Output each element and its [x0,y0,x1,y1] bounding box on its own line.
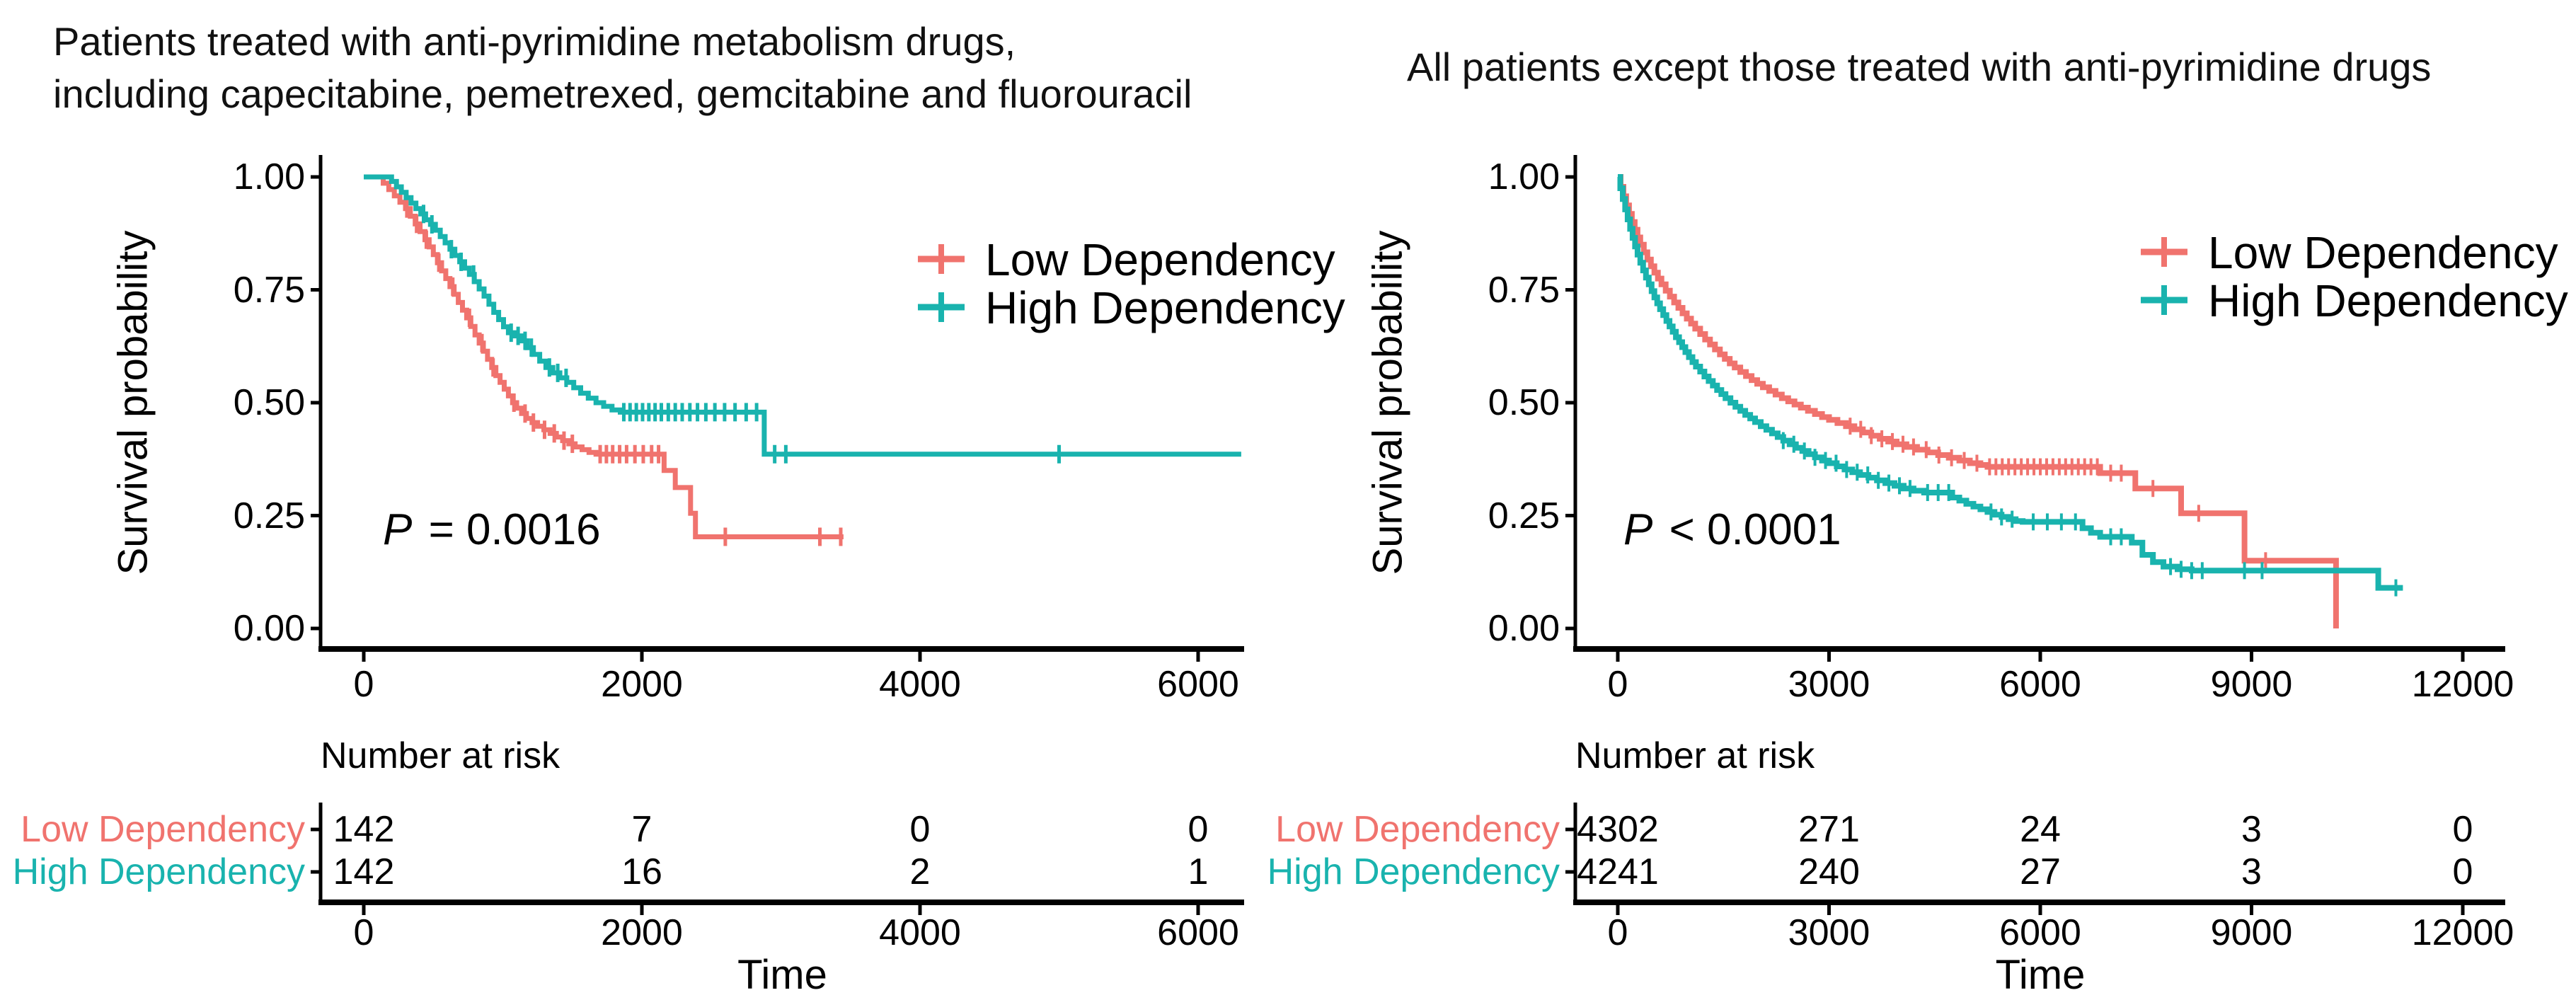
x-tick-label: 4000 [879,664,961,705]
risk-count: 3 [2241,851,2262,892]
risk-x-tick-label: 4000 [879,912,961,953]
legend-label-low-dependency: Low Dependency [985,234,1335,285]
risk-x-tick-label: 0 [1607,912,1628,953]
risk-count: 16 [621,851,662,892]
risk-row-label-high-dependency: High Dependency [12,851,305,892]
risk-count: 4302 [1577,809,1659,850]
risk-count: 24 [2020,809,2061,850]
x-axis-title: Time [1995,952,2086,998]
risk-count: 7 [631,809,652,850]
y-tick-label: 0.75 [1488,269,1560,311]
risk-row-label-low-dependency: Low Dependency [1275,809,1560,850]
risk-table-title: Number at risk [321,735,560,776]
x-axis-title: Time [737,952,827,998]
x-tick-label: 0 [1607,664,1628,705]
x-tick-label: 2000 [601,664,683,705]
risk-count: 142 [333,851,395,892]
risk-count: 0 [2452,851,2473,892]
panel-title-line: Patients treated with anti-pyrimidine me… [53,19,1016,64]
risk-row-label-high-dependency: High Dependency [1267,851,1560,892]
p-value-symbol: P [1623,505,1653,554]
risk-x-tick-label: 9000 [2210,912,2293,953]
risk-table-title: Number at risk [1575,735,1815,776]
y-axis-title: Survival probability [1364,230,1411,575]
p-value-text: P < 0.0001 [1623,505,1841,554]
y-axis-title: Survival probability [110,230,156,575]
risk-x-tick-label: 6000 [1999,912,2081,953]
y-tick-label: 1.00 [233,156,305,197]
p-value-symbol: P [383,505,413,554]
risk-count: 2 [909,851,931,892]
y-tick-label: 0.50 [1488,382,1560,423]
risk-row-label-low-dependency: Low Dependency [21,809,305,850]
risk-x-tick-label: 3000 [1788,912,1870,953]
legend-label-high-dependency: High Dependency [985,282,1345,333]
risk-x-tick-label: 6000 [1157,912,1239,953]
risk-x-tick-label: 2000 [601,912,683,953]
risk-count: 271 [1798,809,1860,850]
x-tick-label: 6000 [1157,664,1239,705]
panel-title-line: including capecitabine, pemetrexed, gemc… [53,71,1192,116]
risk-count: 0 [2452,809,2473,850]
risk-count: 4241 [1577,851,1659,892]
x-tick-label: 9000 [2210,664,2293,705]
risk-count: 0 [909,809,931,850]
legend-label-high-dependency: High Dependency [2208,275,2568,326]
risk-x-tick-label: 0 [353,912,374,953]
y-tick-label: 0.25 [233,495,305,536]
y-tick-label: 0.25 [1488,495,1560,536]
legend-label-low-dependency: Low Dependency [2208,227,2558,278]
x-tick-label: 6000 [1999,664,2081,705]
risk-count: 3 [2241,809,2262,850]
risk-count: 240 [1798,851,1860,892]
risk-count: 1 [1188,851,1209,892]
y-tick-label: 0.00 [1488,608,1560,649]
y-tick-label: 0.75 [233,269,305,311]
y-tick-label: 0.00 [233,608,305,649]
x-tick-label: 0 [353,664,374,705]
p-value-text: P = 0.0016 [383,505,601,554]
panel-title-line: All patients except those treated with a… [1407,45,2432,89]
risk-count: 0 [1188,809,1209,850]
survival-curve-high-dependency [364,174,1241,457]
risk-count: 27 [2020,851,2061,892]
y-tick-label: 1.00 [1488,156,1560,197]
y-tick-label: 0.50 [233,382,305,423]
risk-count: 142 [333,809,395,850]
risk-x-tick-label: 12000 [2411,912,2514,953]
x-tick-label: 12000 [2411,664,2514,705]
x-tick-label: 3000 [1788,664,1870,705]
